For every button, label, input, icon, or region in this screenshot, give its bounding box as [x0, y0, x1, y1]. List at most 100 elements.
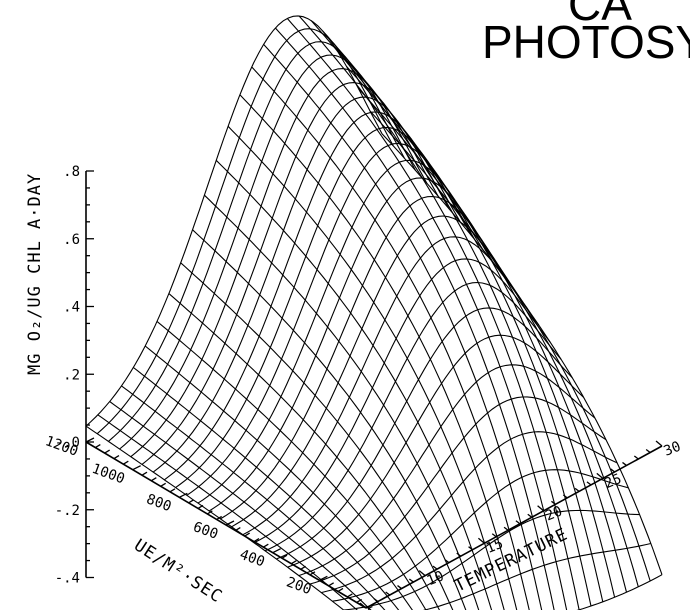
mesh-line-light	[152, 96, 450, 473]
mesh-line-light	[96, 28, 394, 435]
light-minor-tick	[262, 543, 269, 548]
light-minor-tick	[104, 449, 111, 454]
z-tick-label: .2	[63, 367, 80, 383]
mesh-line-light	[242, 236, 540, 536]
temperature-tick-label: 20	[543, 503, 565, 524]
temperature-minor-tick	[645, 448, 651, 454]
temperature-minor-tick	[527, 513, 533, 518]
light-minor-tick	[206, 510, 213, 515]
temperature-tick-mark	[655, 440, 663, 447]
mesh-line-temperature	[334, 46, 616, 598]
mesh-line-light	[141, 82, 439, 465]
mesh-line-light	[298, 364, 596, 577]
temperature-minor-tick	[610, 468, 616, 473]
mesh-line-light	[276, 307, 573, 560]
temperature-tick-label: 10	[425, 568, 447, 589]
light-minor-tick	[160, 482, 167, 487]
light-tick-label: 600	[191, 519, 220, 543]
mesh-line-light	[576, 574, 663, 610]
light-minor-tick	[244, 532, 251, 537]
mesh-line-light	[253, 258, 551, 544]
mesh-line-temperature	[357, 87, 639, 587]
light-tick-mark	[225, 520, 235, 526]
mesh-line-temperature	[298, 15, 580, 610]
light-tick-mark	[272, 548, 281, 554]
light-minor-tick	[337, 587, 344, 592]
mesh-line-temperature	[369, 110, 651, 582]
temperature-tick-mark	[477, 537, 485, 544]
temperature-minor-tick	[397, 585, 402, 590]
z-tick-label: .4	[63, 300, 80, 316]
light-tick-mark	[179, 492, 188, 498]
light-tick-label: 0	[347, 608, 360, 610]
temperature-minor-tick	[468, 546, 473, 551]
z-axis-label: MG O₂/UG CHL A·DAY	[25, 173, 45, 375]
z-tick-label: -.2	[55, 503, 80, 519]
temperature-minor-tick	[562, 494, 568, 499]
temperature-tick-label: 15	[484, 536, 506, 557]
light-minor-tick	[300, 565, 307, 570]
temperature-tick-mark	[596, 472, 604, 479]
mesh-line-temperature	[286, 18, 568, 610]
temperature-minor-tick	[491, 533, 497, 538]
light-minor-tick	[197, 504, 204, 509]
mesh-line-temperature	[310, 20, 592, 607]
mesh-line-temperature	[227, 125, 505, 610]
light-tick-label: 200	[284, 574, 313, 598]
light-minor-tick	[216, 515, 223, 521]
mesh-line-light	[422, 542, 651, 610]
light-minor-tick	[122, 460, 129, 465]
light-minor-tick	[150, 477, 157, 482]
mesh-line-temperature	[251, 66, 530, 610]
temperature-tick-mark	[418, 570, 426, 577]
z-axis-ticks: -.4 -.2 -.0 .2 .4 .6 .8	[55, 164, 94, 587]
temperature-minor-tick	[503, 526, 509, 531]
temperature-minor-tick	[622, 461, 627, 466]
light-tick-mark	[319, 575, 328, 581]
mesh-line-light	[343, 509, 640, 610]
mesh-line-light	[85, 15, 383, 427]
light-minor-tick	[113, 455, 120, 460]
surface-mesh	[85, 15, 663, 610]
mesh-line-temperature	[263, 44, 543, 610]
mesh-line-temperature	[168, 293, 441, 610]
z-tick-label: -.4	[55, 571, 80, 587]
mesh-line-light	[287, 334, 584, 568]
temperature-minor-tick	[373, 598, 379, 603]
mesh-line-light	[175, 126, 473, 489]
mesh-line-temperature	[121, 385, 386, 610]
mesh-line-temperature	[215, 159, 493, 610]
light-minor-tick	[234, 526, 241, 532]
light-tick-label: 1000	[90, 461, 127, 488]
mesh-line-temperature	[180, 262, 454, 610]
light-minor-tick	[281, 554, 288, 559]
mesh-line-temperature	[109, 401, 372, 610]
light-minor-tick	[188, 499, 195, 504]
chart-title-line1: CA	[568, 0, 632, 30]
chart-title-line2: PHOTOSY	[482, 16, 690, 68]
temperature-axis-line	[365, 445, 663, 609]
mesh-line-light	[264, 281, 562, 552]
temperature-tick-mark	[359, 602, 367, 609]
light-minor-tick	[356, 598, 363, 604]
mesh-line-light	[332, 469, 629, 602]
light-minor-tick	[169, 488, 176, 493]
mesh-line-temperature	[192, 229, 467, 610]
mesh-line-temperature	[144, 345, 413, 610]
light-minor-tick	[309, 571, 316, 576]
temperature-minor-tick	[408, 578, 414, 583]
temperature-minor-tick	[551, 500, 556, 505]
mesh-line-temperature	[204, 194, 480, 610]
temperature-minor-tick	[444, 559, 450, 564]
mesh-line-temperature	[85, 425, 345, 610]
light-minor-tick	[328, 582, 335, 587]
temperature-minor-tick	[432, 565, 438, 570]
mesh-line-temperature	[381, 133, 663, 575]
light-tick-label: 400	[238, 547, 267, 571]
temperature-minor-tick	[574, 487, 580, 492]
temperature-minor-tick	[515, 520, 521, 525]
light-minor-tick	[290, 560, 297, 565]
temperature-minor-tick	[633, 455, 639, 460]
mesh-line-light	[309, 396, 607, 585]
